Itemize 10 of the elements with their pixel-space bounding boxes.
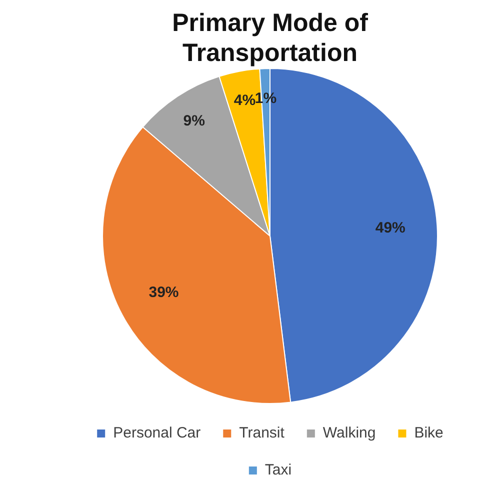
chart-title: Primary Mode of Transportation	[171, 8, 369, 68]
data-label: 49%	[375, 220, 406, 237]
data-label: 4%	[234, 92, 256, 110]
data-label: 39%	[148, 284, 179, 302]
data-label: 9%	[183, 112, 205, 130]
legend-label: Transit	[239, 424, 286, 442]
legend-label: Bike	[414, 424, 444, 442]
legend-label: Personal Car	[113, 424, 201, 442]
legend-label: Walking	[322, 424, 376, 442]
legend-label: Taxi	[264, 462, 292, 479]
